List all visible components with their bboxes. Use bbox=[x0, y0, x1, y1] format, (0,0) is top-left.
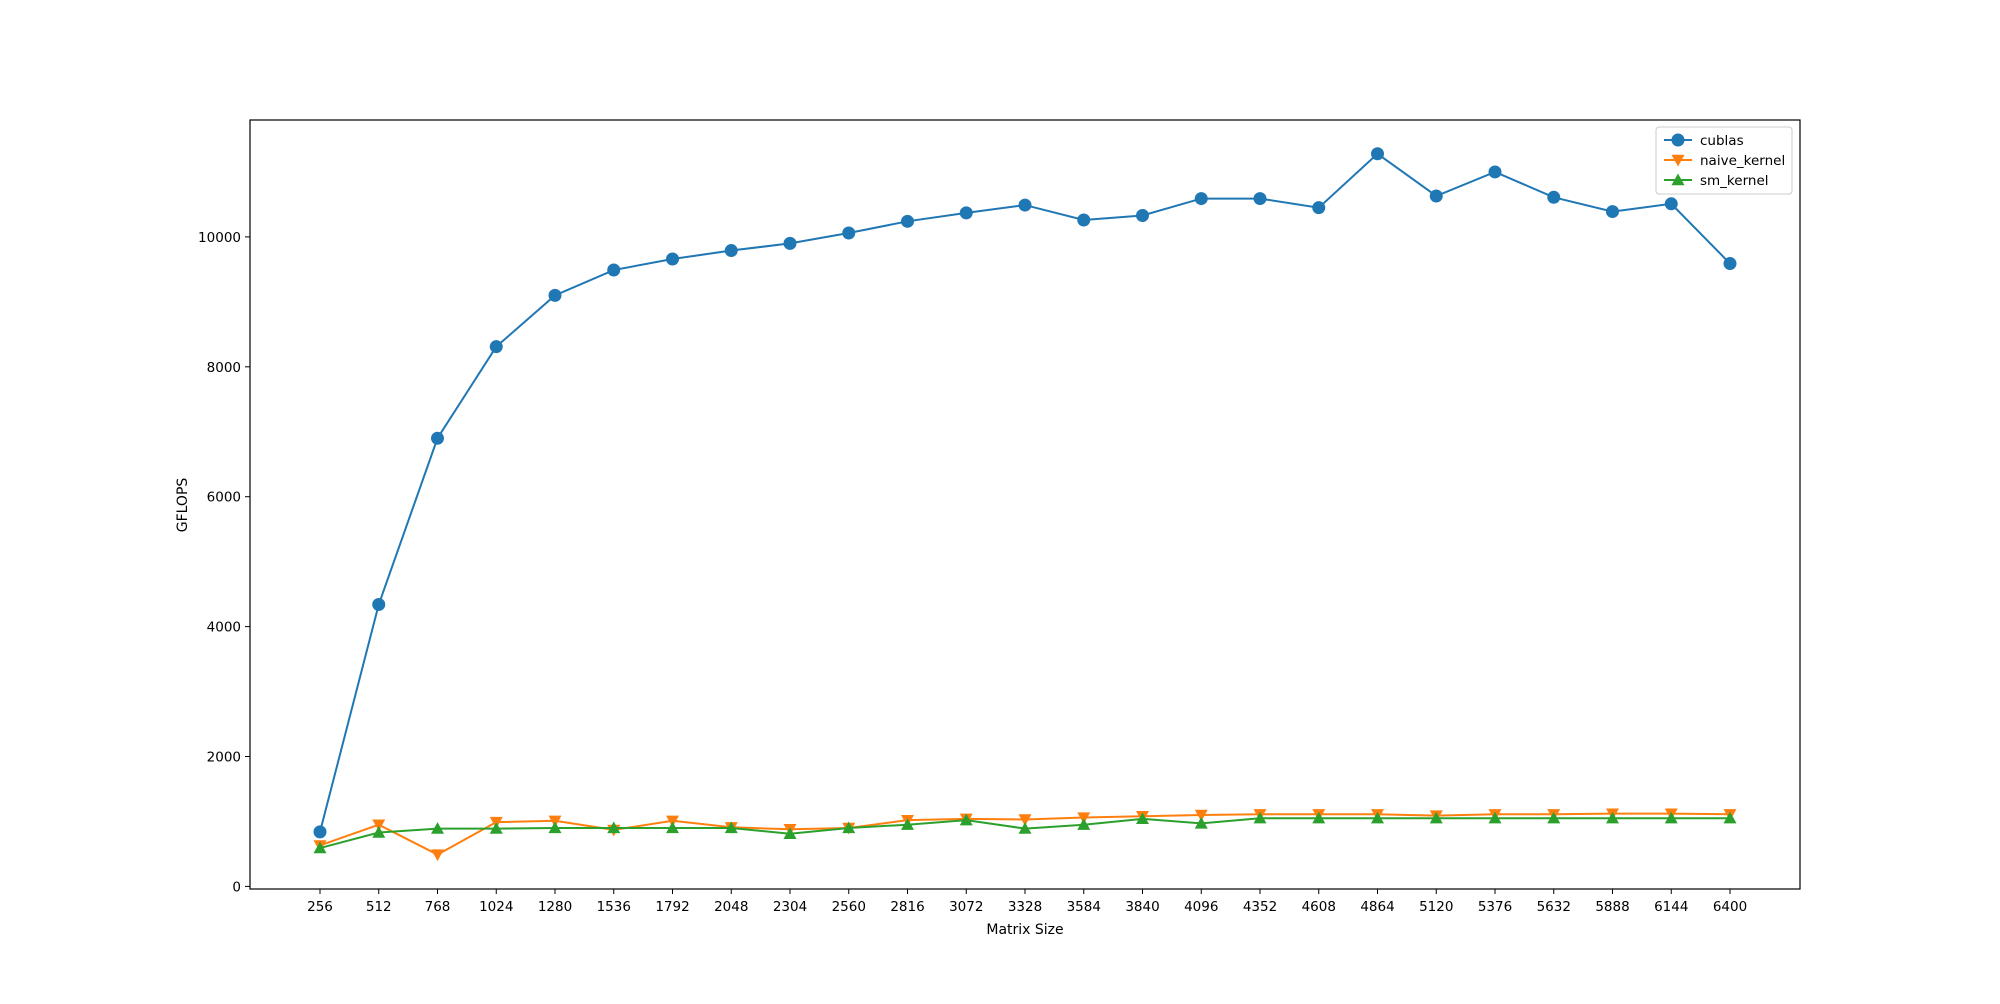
sm_kernel-point bbox=[1606, 811, 1619, 824]
sm_kernel-point bbox=[607, 821, 621, 834]
cublas-point bbox=[1488, 165, 1502, 179]
legend-box bbox=[1655, 126, 1793, 195]
sm_kernel-point bbox=[1547, 811, 1561, 824]
sm_kernel-point bbox=[1664, 811, 1678, 824]
cublas-point bbox=[959, 206, 973, 220]
series-sm_kernel bbox=[313, 811, 1737, 854]
x-tick-label: 5120 bbox=[1419, 899, 1453, 915]
naive_kernel-point bbox=[1194, 809, 1208, 822]
sm_kernel-point bbox=[842, 821, 856, 834]
sm_kernel-point bbox=[548, 821, 562, 834]
cublas-point bbox=[783, 236, 797, 250]
x-tick-label: 1024 bbox=[479, 899, 513, 915]
cublas-point bbox=[901, 214, 914, 228]
x-tick-label: 3328 bbox=[1008, 899, 1042, 915]
y-axis-label: GFLOPS bbox=[175, 478, 191, 533]
y-tick-label: 0 bbox=[232, 879, 241, 895]
x-tick-label: 4608 bbox=[1302, 899, 1336, 915]
y-tick-label: 8000 bbox=[207, 360, 241, 376]
cublas-point bbox=[666, 252, 679, 266]
sm_kernel-point bbox=[959, 813, 973, 826]
sm_kernel-point bbox=[1429, 811, 1443, 824]
x-tick-label: 3072 bbox=[949, 899, 983, 915]
x-tick-label: 4352 bbox=[1243, 899, 1277, 915]
legend-label: cublas bbox=[1700, 133, 1744, 149]
sm_kernel-point bbox=[1253, 811, 1267, 824]
cublas-point bbox=[1253, 192, 1267, 206]
cublas-point bbox=[431, 431, 444, 445]
sm_kernel-point bbox=[1723, 811, 1737, 824]
sm_kernel-point bbox=[1136, 812, 1149, 825]
legend-marker bbox=[1671, 154, 1685, 167]
x-tick-label: 6144 bbox=[1654, 899, 1688, 915]
sm_kernel-point bbox=[1488, 811, 1502, 824]
legend-marker bbox=[1671, 173, 1685, 186]
cublas-point bbox=[724, 244, 738, 258]
cublas-point bbox=[1018, 198, 1032, 212]
sm_kernel-point bbox=[1312, 811, 1326, 824]
x-tick-label: 2304 bbox=[773, 899, 807, 915]
cublas-point bbox=[1547, 190, 1561, 204]
legend-label: naive_kernel bbox=[1700, 153, 1785, 169]
cublas-point bbox=[1429, 189, 1443, 203]
cublas-point bbox=[548, 288, 562, 302]
cublas-point bbox=[313, 825, 327, 839]
x-tick-label: 5632 bbox=[1537, 899, 1571, 915]
cublas-point bbox=[372, 598, 386, 612]
cublas-point bbox=[1606, 205, 1619, 219]
cublas-point bbox=[842, 226, 856, 240]
x-tick-label: 512 bbox=[366, 899, 392, 915]
x-tick-label: 256 bbox=[307, 899, 333, 915]
cublas-point bbox=[1664, 197, 1678, 211]
cublas-point bbox=[1077, 213, 1091, 227]
cublas-point bbox=[1371, 147, 1384, 161]
sm_kernel-point bbox=[901, 818, 914, 830]
sm_kernel-point bbox=[489, 822, 503, 834]
x-tick-label: 2048 bbox=[714, 899, 748, 915]
x-tick-label: 4864 bbox=[1360, 899, 1394, 915]
sm_kernel-point bbox=[1077, 818, 1091, 830]
naive_kernel-point bbox=[372, 819, 386, 832]
x-tick-label: 3584 bbox=[1067, 899, 1101, 915]
cublas-point bbox=[1194, 192, 1208, 206]
cublas-point bbox=[1136, 208, 1149, 222]
x-tick-label: 768 bbox=[425, 899, 451, 915]
sm_kernel-point bbox=[724, 821, 738, 834]
sm_kernel-point bbox=[1194, 816, 1208, 829]
naive_kernel-point bbox=[1018, 814, 1032, 827]
legend-marker bbox=[1671, 133, 1685, 147]
x-tick-label: 5376 bbox=[1478, 899, 1512, 915]
cublas-point bbox=[489, 340, 503, 354]
x-tick-label: 1536 bbox=[597, 899, 631, 915]
y-tick-label: 2000 bbox=[207, 750, 241, 766]
sm_kernel-point bbox=[431, 822, 444, 834]
sm_kernel-point bbox=[1371, 811, 1384, 824]
x-tick-label: 2816 bbox=[890, 899, 924, 915]
sm_kernel-point bbox=[783, 827, 797, 839]
naive_kernel-point bbox=[431, 849, 444, 862]
x-tick-label: 1792 bbox=[655, 899, 689, 915]
legend: cublas naive_kernel sm_kernel bbox=[1655, 126, 1793, 195]
series-cublas bbox=[313, 147, 1737, 839]
x-tick-label: 4096 bbox=[1184, 899, 1218, 915]
sm_kernel-point bbox=[313, 841, 327, 854]
cublas-point bbox=[607, 263, 621, 277]
sm_kernel-point bbox=[1018, 822, 1032, 834]
x-tick-label: 5888 bbox=[1595, 899, 1629, 915]
legend-label: sm_kernel bbox=[1700, 173, 1769, 189]
y-tick-label: 10000 bbox=[198, 230, 241, 246]
x-tick-label: 2560 bbox=[832, 899, 866, 915]
y-tick-label: 6000 bbox=[207, 490, 241, 506]
x-tick-label: 1280 bbox=[538, 899, 572, 915]
sm_kernel-point bbox=[372, 825, 386, 838]
y-tick-label: 4000 bbox=[207, 620, 241, 636]
cublas-point bbox=[1312, 201, 1326, 215]
cublas-point bbox=[1723, 257, 1737, 271]
plot-area bbox=[249, 119, 1801, 890]
x-axis-label: Matrix Size bbox=[986, 922, 1063, 938]
sm_kernel-point bbox=[666, 821, 679, 834]
x-tick-label: 6400 bbox=[1713, 899, 1747, 915]
x-tick-label: 3840 bbox=[1125, 899, 1159, 915]
